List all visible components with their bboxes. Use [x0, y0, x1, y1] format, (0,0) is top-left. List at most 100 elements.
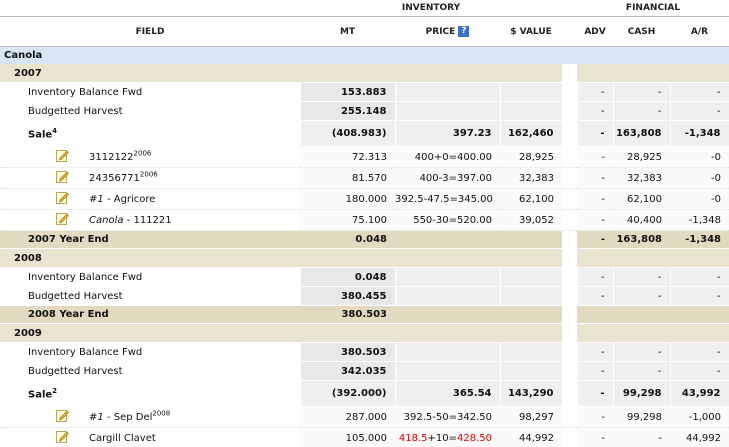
row-year: 2009: [0, 323, 729, 343]
gap: [562, 82, 578, 102]
field-cell: Cargill Clavet: [0, 427, 300, 447]
row-total: 2008 Year End 380.503: [0, 305, 729, 324]
price-cell: 365.54: [395, 380, 501, 407]
mt-cell: 0.048: [300, 230, 395, 249]
mt-cell: [300, 64, 395, 83]
mt-cell: (408.983): [300, 120, 396, 147]
mt: 255.148: [340, 105, 387, 117]
field-label: Inventory Balance Fwd: [28, 346, 143, 358]
price: 392.5-47.5=345.00: [395, 193, 493, 205]
edit-icon[interactable]: [56, 212, 69, 228]
row-group: Canola: [0, 46, 729, 64]
price-cell: [395, 323, 500, 343]
price-part: 428.50: [457, 432, 492, 444]
price-cell: [395, 305, 500, 324]
row-sub: Canola - 111221 75.100 550-30=520.00 39,052…: [0, 209, 729, 231]
cash-cell: 40,400: [613, 209, 671, 231]
row-item: Inventory Balance Fwd 153.883 - - -: [0, 82, 729, 102]
edit-icon[interactable]: [56, 430, 69, 446]
value-cell: 39,052: [500, 209, 563, 231]
ar: -0: [711, 151, 722, 163]
group-header: FINANCIAL: [577, 0, 729, 17]
adv-cell: -: [577, 342, 614, 362]
ar: -0: [711, 172, 722, 184]
adv: -: [601, 214, 606, 226]
cash-cell: [613, 248, 671, 268]
adv: -: [601, 193, 606, 205]
adv: -: [601, 151, 606, 163]
gap: [562, 188, 578, 210]
cash: -: [657, 271, 662, 283]
field-cell: Budgetted Harvest: [0, 101, 301, 121]
header-columns: FIELD MT PRICE? $ VALUE ADV CASH A/R: [0, 16, 729, 47]
ar-cell: -1,348: [670, 230, 729, 249]
mt-cell: [300, 323, 395, 343]
edit-icon[interactable]: [56, 149, 69, 165]
price-cell: 400+0=400.00: [395, 146, 500, 168]
cash: 32,383: [627, 172, 663, 184]
value-cell: 143,290: [500, 380, 563, 407]
field-italic: #1: [89, 412, 104, 423]
mt-cell: 380.503: [300, 305, 395, 324]
spacer: [562, 16, 578, 47]
mt: 75.100: [352, 214, 387, 226]
ar-cell: -: [670, 286, 729, 306]
ar: -1,348: [684, 128, 721, 139]
field-label: Budgetted Harvest: [28, 365, 123, 377]
ar-cell: [670, 46, 729, 64]
gap: [562, 380, 578, 407]
field-label: - Agricore: [106, 194, 156, 205]
group-header: INVENTORY: [300, 0, 563, 17]
ar-cell: 44,992: [670, 427, 729, 447]
edit-icon[interactable]: [56, 170, 69, 186]
cash-cell: 62,100: [613, 188, 671, 210]
row-year: 2008: [0, 248, 729, 268]
adv-cell: -: [577, 120, 614, 147]
label: PRICE: [425, 27, 456, 37]
adv: -: [601, 432, 606, 444]
ar: -: [716, 365, 721, 377]
mt: 105.000: [345, 432, 387, 444]
cash: 40,400: [627, 214, 663, 226]
mt: 0.048: [354, 271, 387, 283]
cash: -: [657, 86, 662, 98]
cash-cell: 163,808: [613, 120, 671, 147]
field-cell: 2007: [0, 64, 300, 83]
field-label: Canola: [4, 50, 43, 61]
column-header: $ VALUE: [500, 16, 563, 47]
price-part: +10=: [427, 432, 457, 444]
price-cell: [395, 230, 500, 249]
field-label: 24356771: [89, 173, 140, 184]
value-cell: [500, 361, 563, 381]
ar-cell: -1,348: [670, 209, 729, 231]
ar: 44,992: [686, 432, 722, 444]
mt: 380.455: [340, 290, 387, 302]
adv: -: [600, 128, 605, 139]
row-item: Budgetted Harvest 342.035 - - -: [0, 361, 729, 381]
mt: 342.035: [340, 365, 387, 377]
adv-cell: -: [577, 230, 614, 249]
price: 392.5-50=342.50: [403, 411, 492, 423]
price: 400+0=400.00: [414, 151, 492, 163]
field-label: 2008: [14, 252, 42, 264]
adv-cell: [577, 248, 614, 268]
column-header: FIELD: [0, 16, 300, 47]
edit-icon[interactable]: [56, 191, 69, 207]
edit-icon[interactable]: [56, 409, 69, 425]
ar: 43,992: [681, 388, 721, 399]
adv: -: [600, 105, 605, 117]
price-cell: 397.23: [395, 120, 501, 147]
cash: 99,298: [627, 411, 663, 423]
gap: [562, 361, 578, 381]
cash-cell: 99,298: [613, 380, 671, 407]
row-item: Inventory Balance Fwd 380.503 - - -: [0, 342, 729, 362]
cash-cell: -: [613, 101, 671, 121]
ar-cell: -0: [670, 167, 729, 189]
help-icon[interactable]: ?: [458, 26, 470, 37]
adv-cell: -: [577, 406, 614, 428]
adv-cell: [577, 323, 614, 343]
field-label: - Sep Del: [106, 412, 153, 423]
adv-cell: [577, 64, 614, 83]
price-cell: 418.5+10=428.50: [395, 427, 500, 447]
